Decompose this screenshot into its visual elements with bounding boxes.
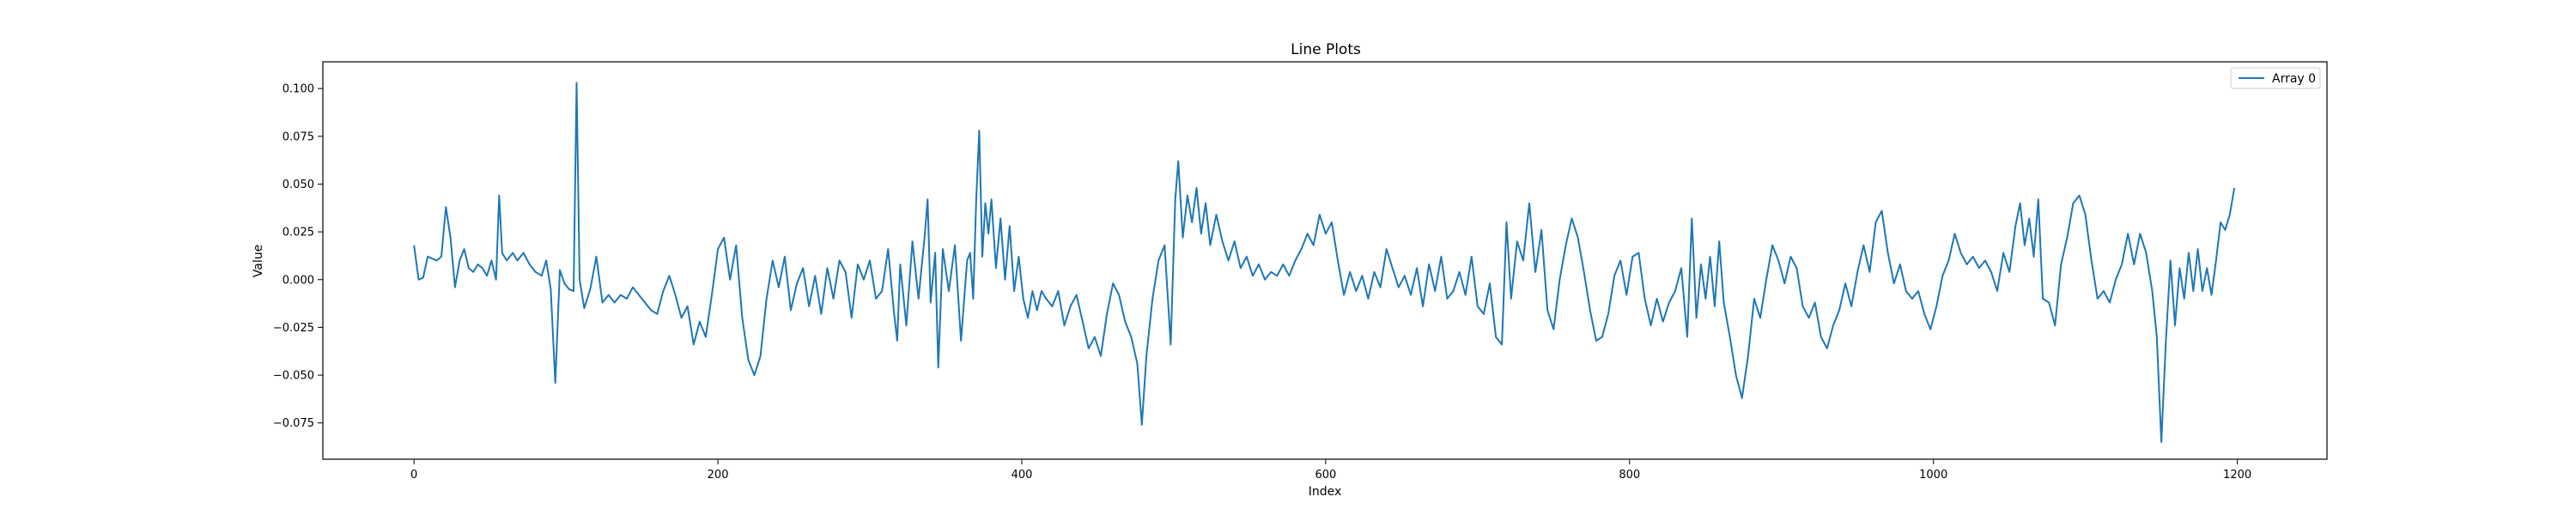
- y-tick-label: −0.075: [273, 417, 314, 430]
- plot-area: [322, 61, 2328, 460]
- y-axis-ticks: −0.075 −0.050 −0.025 0.000 0.025 0.050 0.075 0.…: [273, 83, 323, 430]
- x-tick-label: 200: [708, 469, 729, 482]
- axes-frame: [322, 61, 2328, 460]
- legend-box: [2230, 67, 2321, 89]
- x-tick-label: 1000: [1919, 469, 1947, 482]
- chart-title: Line Plots: [1291, 41, 1361, 58]
- x-axis-label: Index: [1309, 485, 1342, 499]
- y-tick-label: 0.025: [283, 227, 314, 239]
- y-tick-label: 0.075: [283, 130, 314, 143]
- x-tick-label: 600: [1315, 469, 1336, 482]
- series-line-array-0: [413, 82, 2236, 443]
- y-tick-label: 0.000: [283, 274, 314, 287]
- x-tick-label: 800: [1619, 469, 1640, 482]
- y-axis-label: Value: [252, 245, 265, 277]
- x-tick-label: 400: [1012, 469, 1033, 482]
- y-tick-label: 0.100: [283, 83, 314, 96]
- x-tick-label: 1200: [2223, 469, 2251, 482]
- x-axis-ticks: 0 200 400 600 800 1000 1200: [410, 459, 2251, 482]
- y-tick-label: 0.050: [283, 179, 314, 191]
- y-tick-label: −0.025: [273, 322, 314, 335]
- y-tick-label: −0.050: [273, 370, 314, 383]
- x-tick-label: 0: [410, 469, 417, 482]
- legend: Array 0: [2230, 67, 2321, 89]
- legend-label-array-0: Array 0: [2272, 72, 2316, 86]
